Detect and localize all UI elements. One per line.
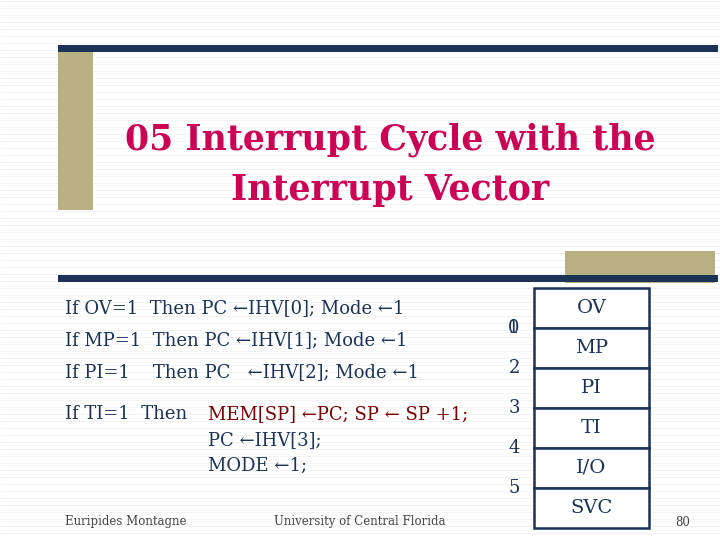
Text: 4: 4 — [508, 439, 520, 457]
Text: 1: 1 — [508, 319, 520, 337]
Bar — [58, 45, 718, 52]
Text: If TI=1  Then: If TI=1 Then — [65, 405, 199, 423]
Text: PI: PI — [581, 379, 602, 397]
Text: 80: 80 — [675, 516, 690, 529]
Text: If PI=1    Then PC   ←IHV[2]; Mode ←1: If PI=1 Then PC ←IHV[2]; Mode ←1 — [65, 363, 419, 381]
Bar — [534, 328, 649, 368]
Text: If MP=1  Then PC ←IHV[1]; Mode ←1: If MP=1 Then PC ←IHV[1]; Mode ←1 — [65, 331, 408, 349]
Bar — [534, 408, 649, 448]
Text: OV: OV — [577, 299, 606, 317]
Text: MP: MP — [575, 339, 608, 357]
Text: 2: 2 — [508, 359, 520, 377]
Text: PC ←IHV[3];: PC ←IHV[3]; — [208, 431, 322, 449]
Text: 3: 3 — [508, 399, 520, 417]
Bar — [534, 368, 649, 408]
Text: If OV=1  Then PC ←IHV[0]; Mode ←1: If OV=1 Then PC ←IHV[0]; Mode ←1 — [65, 299, 405, 317]
Text: Interrupt Vector: Interrupt Vector — [231, 173, 549, 207]
Bar — [58, 275, 718, 282]
Bar — [534, 448, 649, 488]
Bar — [534, 288, 649, 328]
Text: SVC: SVC — [570, 499, 613, 517]
Text: 0: 0 — [508, 319, 520, 337]
Bar — [58, 50, 93, 210]
Text: TI: TI — [581, 419, 602, 437]
Text: 05 Interrupt Cycle with the: 05 Interrupt Cycle with the — [125, 123, 655, 157]
Text: 5: 5 — [508, 479, 520, 497]
Text: MODE ←1;: MODE ←1; — [208, 457, 307, 475]
Text: University of Central Florida: University of Central Florida — [274, 516, 446, 529]
Text: MEM[SP] ←PC; SP ← SP +1;: MEM[SP] ←PC; SP ← SP +1; — [208, 405, 468, 423]
Bar — [565, 251, 715, 283]
Bar — [534, 488, 649, 528]
Text: I/O: I/O — [576, 459, 607, 477]
Text: Euripides Montagne: Euripides Montagne — [65, 516, 186, 529]
